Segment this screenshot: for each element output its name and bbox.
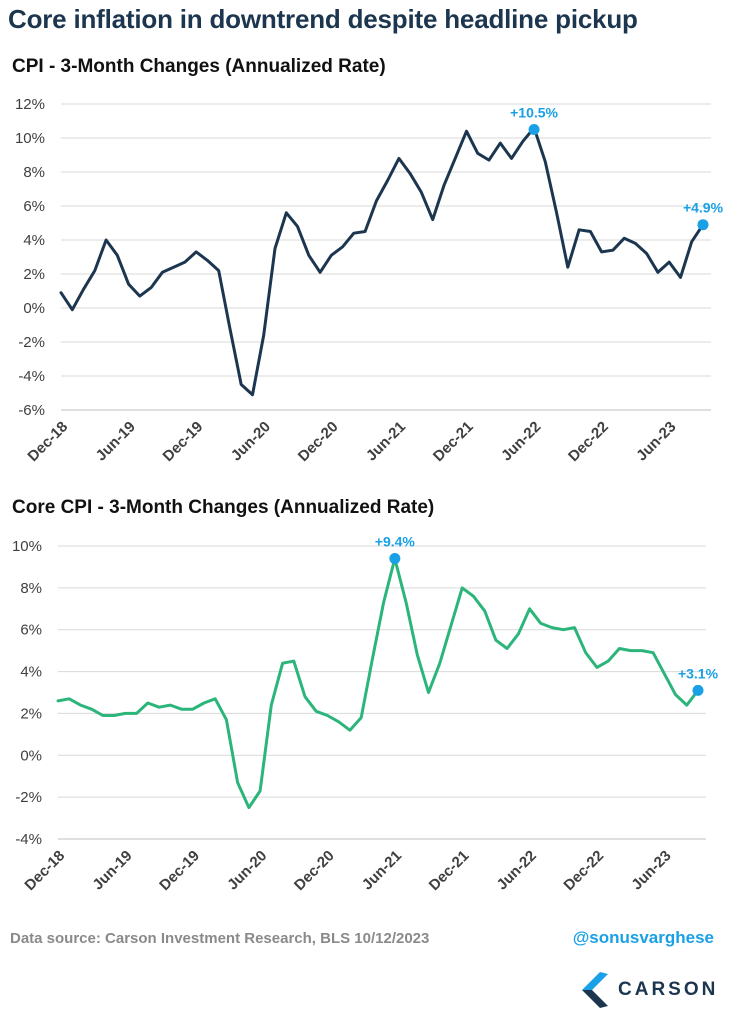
core-cpi-line-chart: -4% -2% 0% 2% 4% 6% 8% 10% Dec-18 Jun-19 Dec-19 Jun…: [12, 534, 719, 894]
cpi-y-tick-label: 10%: [15, 130, 45, 147]
cpi-series-line: [59, 126, 705, 397]
core-series-line: [56, 557, 700, 810]
core-y-tick-label: 2%: [20, 705, 42, 722]
cpi-x-tick-label: Dec-22: [565, 418, 612, 465]
cpi-chart-title: CPI - 3-Month Changes (Annualized Rate): [12, 56, 386, 77]
core-y-tick-label: 10%: [12, 538, 42, 555]
core-y-tick-label: 6%: [20, 622, 42, 639]
cpi-callout-label: +10.5%: [510, 105, 558, 121]
core-y-tick-label: -2%: [15, 789, 42, 806]
cpi-y-tick-label: -6%: [18, 402, 45, 419]
cpi-x-tick-label: Dec-18: [24, 418, 71, 465]
core-y-tick-label: 4%: [20, 664, 42, 681]
core-x-tick-label: Jun-20: [224, 847, 270, 893]
core-cpi-chart-title: Core CPI - 3-Month Changes (Annualized R…: [12, 497, 435, 518]
cpi-x-tick-label: Dec-19: [160, 418, 207, 465]
cpi-y-tick-label: 8%: [23, 164, 45, 181]
cpi-highlight-point: [528, 124, 540, 135]
cpi-y-tick-label: 6%: [23, 198, 45, 215]
core-highlight-point: [692, 684, 704, 696]
cpi-x-tick-label: Jun-19: [93, 418, 139, 464]
core-x-tick-label: Jun-23: [628, 847, 674, 893]
core-x-tick-label: Dec-22: [560, 847, 607, 894]
cpi-y-tick-label: 4%: [23, 232, 45, 249]
core-y-tick-label: 0%: [20, 747, 42, 764]
core-callout-label: +9.4%: [375, 534, 416, 550]
author-handle[interactable]: @sonusvarghese: [572, 928, 714, 947]
cpi-y-tick-label: -4%: [18, 368, 45, 385]
cpi-x-tick-label: Dec-20: [295, 418, 342, 465]
cpi-y-tick-label: 12%: [15, 96, 45, 113]
cpi-y-tick-label: 2%: [23, 266, 45, 283]
brand-name: CARSON: [618, 979, 719, 1000]
cpi-x-tick-label: Jun-20: [228, 418, 274, 464]
cpi-y-tick-label: 0%: [23, 300, 45, 317]
core-callout-label: +3.1%: [678, 665, 719, 681]
cpi-x-tick-label: Jun-22: [498, 418, 544, 464]
cpi-callout-label: +4.9%: [683, 200, 724, 216]
cpi-x-tick-label: Dec-21: [430, 418, 477, 465]
core-x-tick-label: Jun-21: [359, 847, 405, 893]
core-y-tick-label: -4%: [15, 831, 42, 848]
data-source-note: Data source: Carson Investment Research,…: [10, 930, 430, 947]
cpi-y-tick-label: -2%: [18, 334, 45, 351]
cpi-highlight-point: [697, 219, 709, 231]
core-x-tick-label: Dec-21: [426, 847, 473, 894]
carson-logo: CARSON: [582, 972, 722, 1008]
core-highlight-point: [389, 553, 401, 565]
core-x-tick-label: Jun-22: [494, 847, 540, 893]
core-x-tick-label: Dec-19: [156, 847, 203, 894]
cpi-x-tick-label: Jun-23: [633, 418, 679, 464]
cpi-x-tick-label: Jun-21: [363, 418, 409, 464]
core-x-tick-label: Dec-20: [291, 847, 338, 894]
cpi-line-chart: -6% -4% -2% 0% 2% 4% 6% 8% 10% 12% Dec-18 Jun-19 Dec…: [15, 96, 724, 465]
carson-logo-icon: [582, 972, 608, 1008]
core-y-tick-label: 8%: [20, 580, 42, 597]
core-x-tick-label: Jun-19: [89, 847, 135, 893]
main-title: Core inflation in downtrend despite head…: [8, 4, 638, 34]
core-x-tick-label: Dec-18: [21, 847, 68, 894]
